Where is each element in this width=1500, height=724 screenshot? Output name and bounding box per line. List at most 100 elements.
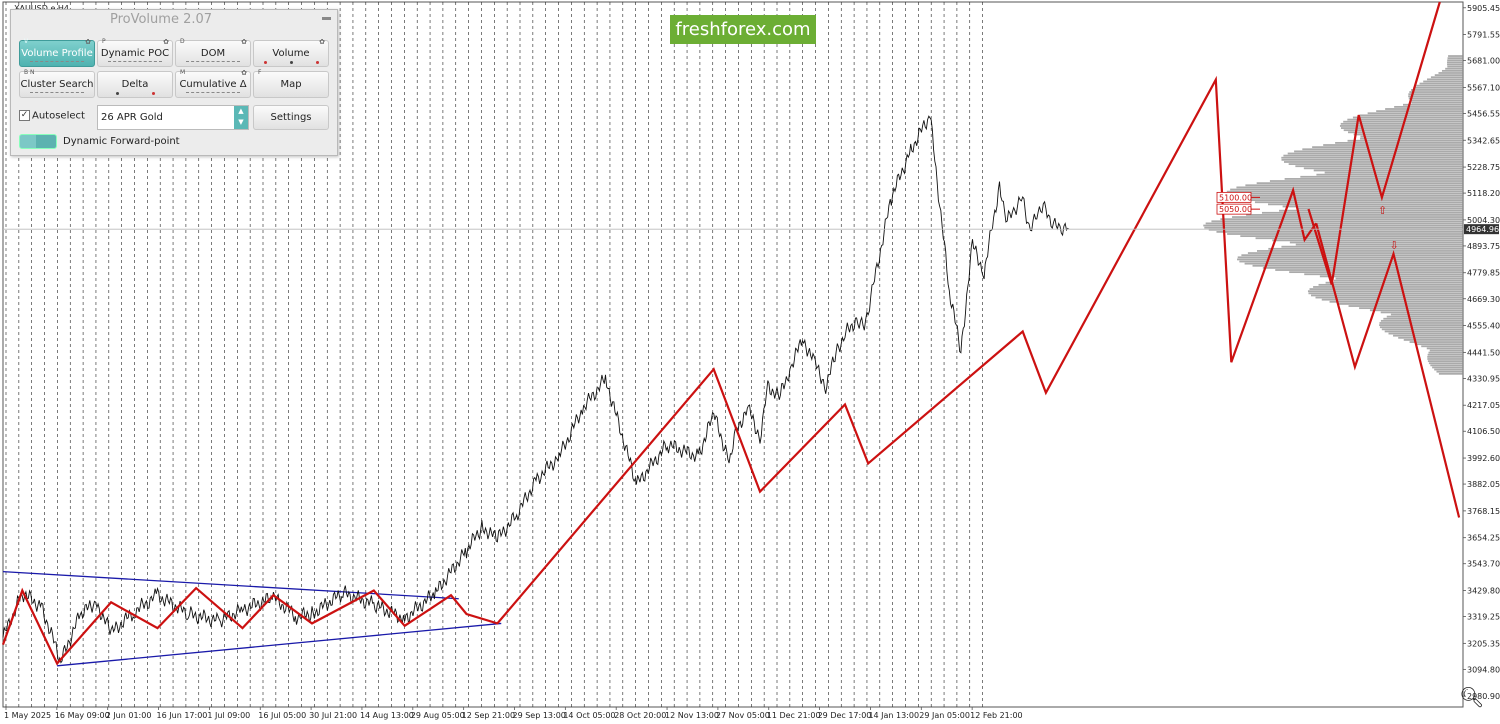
y-tick-label: 3429.80 — [1467, 587, 1500, 596]
x-tick-label: 14 Aug 13:00 — [360, 711, 414, 720]
volume-profile-bar — [1416, 84, 1463, 87]
volume-profile-bar — [1379, 322, 1463, 324]
y-tick-label: 3654.25 — [1467, 534, 1500, 543]
volume-profile-bar — [1288, 163, 1463, 165]
checkmark-icon[interactable]: ✓ — [19, 110, 30, 121]
volume-profile-bar — [1205, 222, 1463, 225]
volume-profile-bar — [1434, 368, 1463, 371]
x-tick-label: 14 Jan 13:00 — [868, 711, 919, 720]
volume-profile-bar — [1434, 74, 1463, 77]
volume-profile-bar — [1409, 91, 1463, 93]
map-button[interactable]: F Map — [253, 69, 329, 98]
y-tick-label: 5791.55 — [1467, 31, 1500, 40]
volume-profile-bar — [1304, 273, 1463, 276]
x-tick-label: 1 May 2025 — [4, 711, 51, 720]
dash-indicator — [30, 91, 84, 93]
volume-profile-bar — [1303, 167, 1463, 170]
gear-icon[interactable]: ✿ — [241, 69, 247, 77]
volume-profile-bar — [1321, 298, 1463, 301]
volume-profile-bar — [1252, 264, 1463, 267]
volume-profile-bar — [1381, 328, 1463, 331]
x-tick-label: 12 Sep 21:00 — [462, 711, 515, 720]
volume-profile-button[interactable]: V ✿ Volume Profile — [19, 38, 95, 67]
dynamic-forward-point-toggle[interactable] — [19, 134, 57, 149]
y-tick-label: 4779.85 — [1467, 269, 1500, 278]
volume-profile-bar — [1240, 235, 1463, 238]
symbol-select-value: 26 APR Gold — [101, 112, 163, 123]
status-dot — [152, 92, 155, 95]
volume-profile-bar — [1324, 171, 1463, 174]
gear-icon[interactable]: ✿ — [163, 38, 169, 46]
volume-profile-bar — [1380, 319, 1463, 322]
volume-profile-bar — [1429, 349, 1463, 352]
volume-profile-bar — [1408, 93, 1463, 96]
volume-profile-bar — [1294, 150, 1463, 153]
button-label: Cluster Search — [20, 79, 94, 90]
volume-profile-bar — [1254, 201, 1463, 204]
down-arrow-icon: ⇩ — [1389, 239, 1398, 252]
settings-button[interactable]: Settings — [253, 105, 329, 130]
button-label: Delta — [121, 79, 149, 90]
price-series — [2, 115, 1070, 664]
current-price-badge — [1464, 224, 1499, 235]
hotkey-label: V — [24, 38, 29, 45]
provolume-panel[interactable]: ProVolume 2.07 V ✿ Volume Profile P ✿ Dy… — [10, 9, 338, 156]
minimize-icon[interactable] — [322, 17, 331, 20]
volume-profile-bar — [1353, 133, 1463, 136]
volume-profile-bar — [1281, 245, 1463, 248]
volume-profile-bar — [1390, 313, 1463, 316]
cumulative-delta-button[interactable]: M ✿ Cumulative Δ — [175, 69, 251, 98]
volume-profile-bar — [1247, 252, 1463, 254]
status-dot — [116, 92, 119, 95]
delta-button[interactable]: Delta — [97, 71, 173, 98]
y-tick-label: 3094.80 — [1467, 665, 1500, 674]
volume-profile-bar — [1360, 137, 1463, 140]
y-tick-label: 5681.00 — [1467, 57, 1500, 66]
y-tick-label: 2980.90 — [1467, 692, 1500, 701]
volume-profile-bar — [1268, 247, 1463, 250]
x-tick-label: 12 Nov 13:00 — [665, 711, 719, 720]
volume-profile-bar — [1287, 152, 1463, 155]
triangle-upper-line — [2, 571, 459, 600]
volume-button[interactable]: ✿ Volume — [253, 38, 329, 67]
price-label-text: 5050.00 — [1219, 205, 1252, 214]
button-label: DOM — [200, 48, 226, 59]
volume-profile-bar — [1408, 97, 1463, 100]
volume-profile-bar — [1367, 112, 1463, 115]
volume-profile-bar — [1204, 226, 1463, 229]
cluster-search-button[interactable]: B N Cluster Search — [19, 69, 95, 98]
volume-profile-bar — [1211, 220, 1463, 223]
gear-icon[interactable]: ✿ — [319, 38, 325, 46]
volume-profile-bar — [1307, 290, 1463, 293]
gear-icon[interactable]: ✿ — [85, 38, 91, 46]
volume-profile-bar — [1284, 178, 1463, 180]
dynamic-poc-button[interactable]: P ✿ Dynamic POC — [97, 38, 173, 67]
y-tick-label: 4893.75 — [1467, 242, 1500, 251]
chart-symbol-label: XAUUSD,e,H4 — [14, 4, 69, 13]
volume-profile-bar — [1281, 156, 1463, 159]
spinner-arrows-icon[interactable]: ▲ ▼ — [234, 106, 248, 129]
volume-profile-bar — [1411, 101, 1463, 104]
volume-profile-bar — [1289, 241, 1463, 244]
volume-profile-bar — [1245, 184, 1463, 187]
volume-profile-bar — [1203, 224, 1463, 227]
hotkey-label: D — [180, 38, 185, 45]
symbol-select[interactable]: 26 APR Gold ▲ ▼ — [97, 105, 249, 130]
volume-profile-bar — [1315, 296, 1463, 299]
volume-profile-bar — [1421, 345, 1463, 348]
zoom-icon[interactable]: 🔍︎ — [1459, 685, 1485, 709]
volume-profile-bar — [1359, 114, 1463, 117]
x-tick-label: 2 Jun 01:00 — [106, 711, 152, 720]
volume-profile-bar — [1325, 281, 1463, 284]
volume-profile-histogram — [1203, 55, 1463, 375]
autoselect-checkbox[interactable]: ✓ Autoselect — [19, 110, 85, 122]
volume-profile-bar — [1408, 95, 1463, 98]
volume-profile-bar — [1360, 135, 1463, 138]
volume-profile-bar — [1262, 266, 1463, 269]
x-tick-label: 16 May 09:00 — [55, 711, 110, 720]
x-tick-label: 16 Jun 17:00 — [157, 711, 208, 720]
gear-icon[interactable]: ✿ — [241, 38, 247, 46]
dom-button[interactable]: D ✿ DOM — [175, 38, 251, 67]
